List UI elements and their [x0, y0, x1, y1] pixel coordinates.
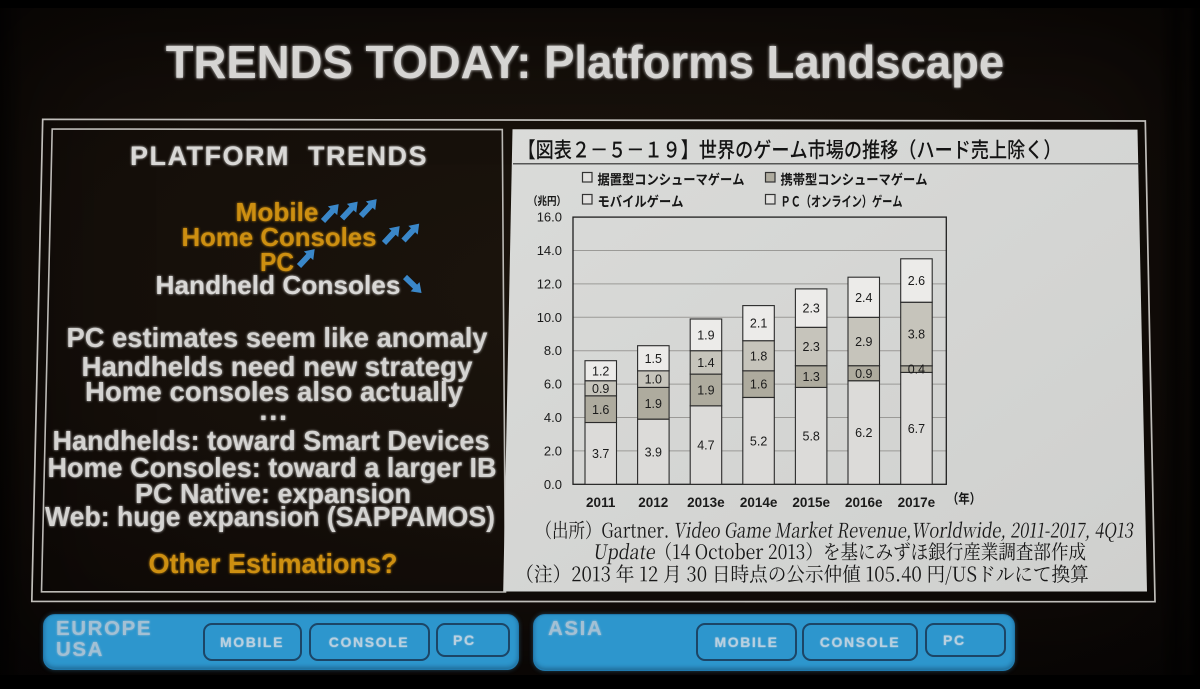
svg-text:14.0: 14.0 [537, 243, 562, 258]
svg-text:1.2: 1.2 [592, 364, 609, 378]
svg-text:0.9: 0.9 [855, 367, 872, 381]
svg-text:2.4: 2.4 [855, 291, 872, 305]
svg-text:1.6: 1.6 [750, 378, 767, 392]
svg-text:2.9: 2.9 [855, 335, 872, 349]
svg-text:1.0: 1.0 [645, 373, 662, 387]
svg-text:2.3: 2.3 [803, 302, 820, 316]
svg-text:2017e: 2017e [898, 495, 936, 510]
svg-text:1.3: 1.3 [803, 370, 820, 384]
svg-text:0.9: 0.9 [592, 382, 609, 396]
svg-text:12.0: 12.0 [537, 276, 562, 291]
svg-text:2013e: 2013e [687, 495, 725, 510]
svg-text:2.3: 2.3 [803, 340, 820, 354]
svg-text:2.0: 2.0 [544, 443, 562, 458]
svg-text:3.8: 3.8 [908, 328, 925, 342]
svg-text:8.0: 8.0 [544, 343, 562, 358]
svg-text:4.7: 4.7 [697, 439, 714, 453]
svg-text:4.0: 4.0 [544, 410, 562, 425]
svg-text:0.4: 0.4 [908, 363, 925, 377]
svg-text:6.0: 6.0 [544, 377, 562, 392]
svg-text:1.9: 1.9 [645, 397, 662, 411]
svg-text:1.9: 1.9 [697, 384, 714, 398]
svg-text:1.8: 1.8 [750, 349, 767, 363]
svg-text:3.7: 3.7 [592, 447, 609, 461]
svg-text:1.4: 1.4 [697, 356, 714, 370]
svg-text:5.2: 5.2 [750, 435, 767, 449]
svg-text:2016e: 2016e [845, 495, 883, 510]
svg-text:1.5: 1.5 [645, 352, 662, 366]
svg-text:0.0: 0.0 [544, 477, 562, 492]
svg-text:5.8: 5.8 [803, 430, 820, 444]
svg-text:3.9: 3.9 [645, 445, 662, 459]
svg-text:2.6: 2.6 [908, 274, 925, 288]
svg-text:6.7: 6.7 [908, 422, 925, 436]
svg-text:2014e: 2014e [740, 495, 778, 510]
svg-text:2015e: 2015e [792, 495, 830, 510]
svg-text:16.0: 16.0 [537, 210, 562, 225]
svg-text:2011: 2011 [586, 495, 616, 510]
svg-text:6.2: 6.2 [855, 426, 872, 440]
svg-text:2.1: 2.1 [750, 317, 767, 331]
svg-text:1.9: 1.9 [697, 328, 714, 342]
svg-text:10.0: 10.0 [537, 310, 562, 325]
svg-text:1.6: 1.6 [592, 403, 609, 417]
svg-text:2012: 2012 [638, 495, 668, 510]
